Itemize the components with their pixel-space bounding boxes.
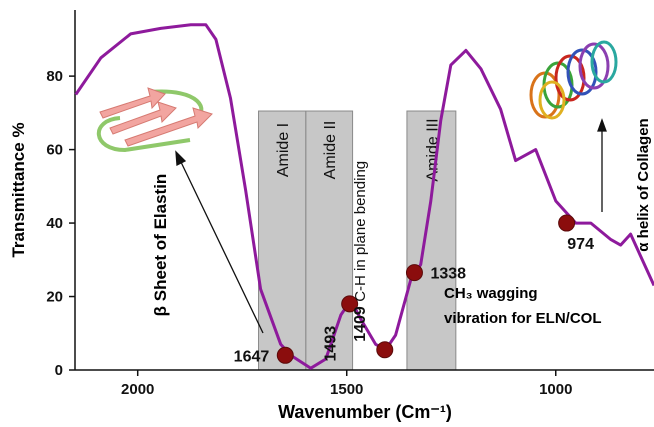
y-tick-label: 60 <box>46 142 63 159</box>
beta-sheet-label: β Sheet of Elastin <box>151 174 170 317</box>
peak-label: 1493 <box>323 326 340 362</box>
y-tick-label: 40 <box>46 215 63 232</box>
alpha-helix-icon <box>531 42 616 118</box>
peak-annotation: C-H in plane bending <box>352 161 369 302</box>
peak-label: 974 <box>567 236 594 253</box>
band-label: Amide I <box>275 123 292 177</box>
peak-marker <box>277 347 293 363</box>
x-tick-label: 1500 <box>330 381 363 398</box>
x-tick-label: 2000 <box>121 381 154 398</box>
y-tick-label: 0 <box>55 362 63 379</box>
band-label: Amide II <box>322 121 339 180</box>
ch3-label: CH₃ wagging <box>444 285 538 302</box>
y-tick-label: 80 <box>46 68 63 85</box>
beta-sheet-icon <box>99 88 212 150</box>
peak-label: 1647 <box>234 348 270 365</box>
x-axis-title: Wavenumber (Cm⁻¹) <box>278 402 452 422</box>
peak-label: 1409 <box>352 306 369 342</box>
alpha-helix-label: α helix of Collagen <box>635 118 652 251</box>
peak-marker <box>406 265 422 281</box>
chart: Wavenumber (Cm⁻¹) Transmittance % β Shee… <box>0 0 654 427</box>
x-tick-label: 1000 <box>539 381 572 398</box>
peak-marker <box>559 215 575 231</box>
peak-marker <box>377 342 393 358</box>
y-axis-title: Transmittance % <box>9 122 28 257</box>
peak-label: 1338 <box>430 266 466 283</box>
y-tick-label: 20 <box>46 289 63 306</box>
ch3-label: vibration for ELN/COL <box>444 310 602 327</box>
